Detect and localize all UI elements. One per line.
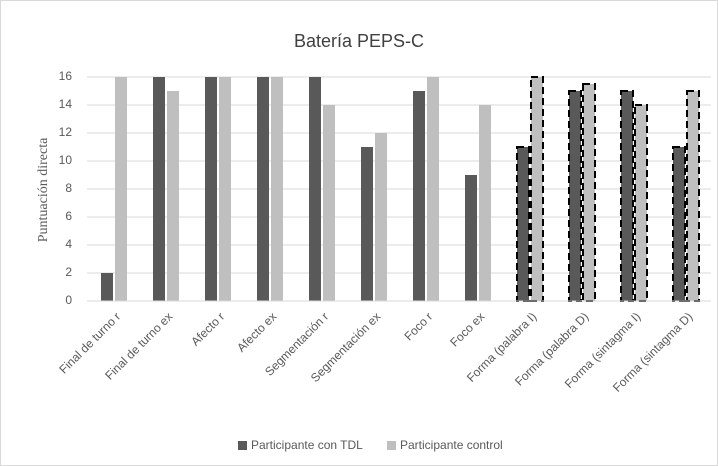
bar: [153, 77, 165, 301]
bar: [530, 76, 544, 302]
legend-label: Participante con TDL: [251, 438, 363, 452]
legend-label: Participante control: [400, 438, 503, 452]
bar: [101, 273, 113, 301]
legend-swatch: [238, 441, 247, 450]
y-tick-label: 10: [59, 153, 73, 167]
bar: [568, 90, 582, 302]
bar: [672, 146, 686, 302]
bar: [516, 146, 530, 302]
bar: [257, 77, 269, 301]
bar: [323, 105, 335, 301]
y-tick-label: 6: [65, 209, 72, 223]
bar: [271, 77, 283, 301]
y-tick-label: 2: [65, 265, 72, 279]
y-tick-label: 8: [65, 181, 72, 195]
bar: [582, 83, 596, 302]
bar: [479, 105, 491, 301]
bar: [620, 90, 634, 302]
bar: [413, 91, 425, 301]
bar: [205, 77, 217, 301]
bar: [361, 147, 373, 301]
chart-title: Batería PEPS-C: [294, 31, 424, 51]
bar: [465, 175, 477, 301]
bar: [686, 90, 700, 302]
y-tick-label: 0: [65, 293, 72, 307]
bar: [375, 133, 387, 301]
legend-swatch: [387, 441, 396, 450]
y-tick-label: 4: [65, 237, 72, 251]
bar: [115, 77, 127, 301]
bar: [219, 77, 231, 301]
bar: [167, 91, 179, 301]
bar: [309, 77, 321, 301]
y-tick-label: 16: [59, 69, 73, 83]
y-axis-label: Puntuación directa: [36, 137, 51, 242]
y-tick-label: 14: [59, 97, 73, 111]
bar: [634, 104, 648, 302]
bar: [427, 77, 439, 301]
y-tick-label: 12: [59, 125, 73, 139]
